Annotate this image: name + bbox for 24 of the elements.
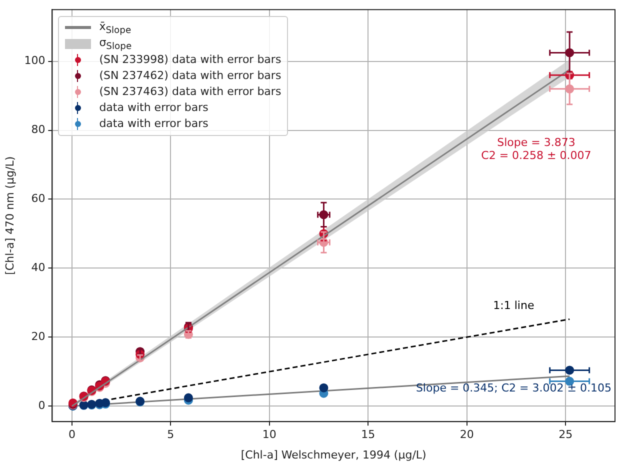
y-tick-label: 20: [31, 330, 46, 343]
legend-label: (SN 233998) data with error bars: [99, 53, 282, 66]
x-tick-label: 0: [68, 428, 76, 442]
legend-label: (SN 237462) data with error bars: [99, 69, 282, 82]
y-tick-label: 100: [24, 54, 46, 68]
y-axis-title: [Chl-a] 470 nm (μg/L): [3, 156, 16, 275]
legend-label: x̄$_{Slope}$: [99, 20, 132, 36]
legend-label: data with error bars: [99, 101, 208, 114]
y-tick-label: 40: [31, 261, 46, 274]
legend-label: σ$_{Slope}$: [99, 36, 132, 52]
x-tick-label: 20: [460, 428, 474, 442]
x-tick-label: 25: [558, 428, 573, 442]
y-tick-label: 0: [38, 398, 46, 412]
annotation: Slope = 3.873 C2 = 0.258 ± 0.007: [481, 136, 592, 162]
y-tick-label: 60: [31, 192, 46, 206]
y-tick-label: 80: [31, 123, 46, 136]
legend-label: data with error bars: [99, 117, 208, 130]
x-axis-title: [Chl-a] Welschmeyer, 1994 (μg/L): [240, 448, 426, 462]
annotation: Slope = 0.345; C2 = 3.002 ± 0.105: [416, 382, 612, 394]
legend-label: (SN 237463) data with error bars: [99, 85, 282, 98]
x-tick-label: 5: [167, 428, 174, 442]
x-tick-label: 10: [262, 428, 276, 442]
x-tick-label: 15: [361, 428, 376, 442]
annotation: 1:1 line: [493, 299, 534, 312]
